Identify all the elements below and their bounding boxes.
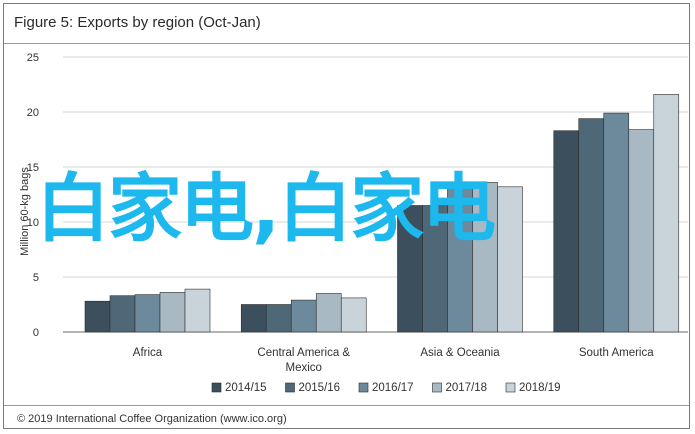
y-tick-label: 20 xyxy=(27,107,39,119)
bar xyxy=(628,129,655,333)
bar xyxy=(397,205,423,333)
bar xyxy=(653,94,680,333)
y-tick-label: 0 xyxy=(33,327,39,339)
x-tick-label: South America xyxy=(579,347,654,359)
x-tick-label: Africa xyxy=(133,347,163,359)
y-tick-label: 10 xyxy=(27,217,39,229)
y-axis-title: Million 60-kg bags xyxy=(19,167,31,256)
y-tick-label: 5 xyxy=(33,272,39,284)
bar xyxy=(184,288,211,333)
bar xyxy=(422,205,448,333)
bar xyxy=(159,292,186,333)
legend-swatch xyxy=(358,382,369,393)
bar xyxy=(447,186,473,333)
footer-divider xyxy=(4,405,689,406)
title-divider xyxy=(4,43,689,44)
bar xyxy=(290,299,317,333)
bar xyxy=(497,186,523,333)
legend-swatch xyxy=(505,382,516,393)
x-tick-label: Mexico xyxy=(286,362,322,374)
bar xyxy=(240,304,267,333)
bar xyxy=(265,304,292,333)
bar xyxy=(578,118,605,333)
y-tick-label: 25 xyxy=(27,52,39,64)
y-tick-label: 15 xyxy=(27,162,39,174)
bar xyxy=(134,294,161,333)
source-note: © 2019 International Coffee Organization… xyxy=(17,413,287,425)
figure-title: Figure 5: Exports by region (Oct-Jan) xyxy=(14,14,261,31)
bar xyxy=(315,293,342,333)
legend-swatch xyxy=(211,382,222,393)
legend-label: 2018/19 xyxy=(519,382,561,394)
bar xyxy=(340,297,367,333)
bar xyxy=(603,112,630,333)
bar xyxy=(84,300,111,333)
bar xyxy=(553,130,580,333)
legend-label: 2016/17 xyxy=(372,382,414,394)
legend-swatch xyxy=(432,382,442,393)
x-tick-label: Central America & xyxy=(257,347,350,359)
x-tick-label: Asia & Oceania xyxy=(420,347,500,359)
legend-swatch xyxy=(285,382,295,393)
legend-label: 2017/18 xyxy=(446,382,488,394)
bar xyxy=(109,295,136,333)
legend-label: 2015/16 xyxy=(299,382,341,394)
bar xyxy=(472,182,498,333)
legend-label: 2014/15 xyxy=(225,382,267,394)
